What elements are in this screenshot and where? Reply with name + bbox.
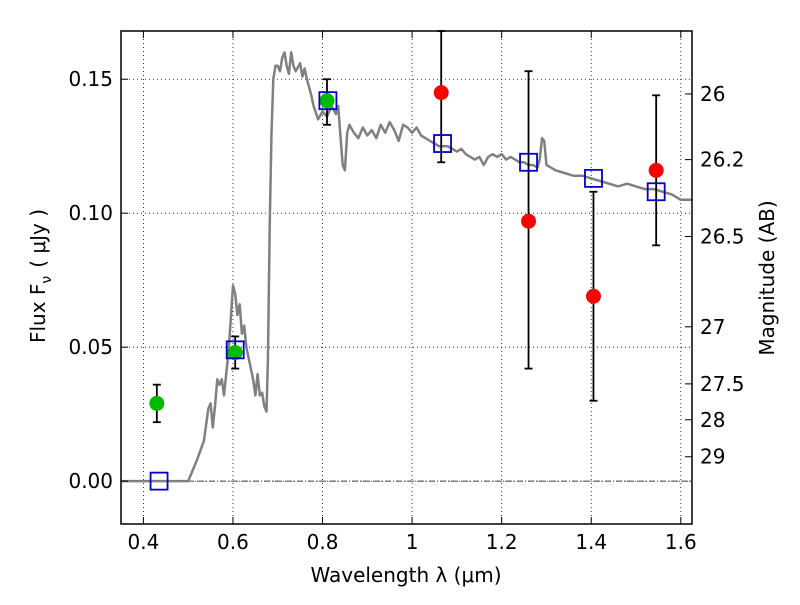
- error-bars: [152, 30, 661, 424]
- x-tick-label: 1.4: [575, 530, 607, 554]
- model-photometry-square: [149, 471, 169, 491]
- red-data-point: [585, 288, 601, 304]
- right-tick-label: 27: [700, 315, 725, 339]
- right-tick-label: 27.5: [700, 372, 745, 396]
- model-photometry-square: [225, 340, 245, 360]
- grid-lines: [121, 31, 692, 524]
- plot-frame: [120, 30, 693, 525]
- right-axis-label: Magnitude (AB): [755, 200, 779, 355]
- green-data-point: [149, 395, 165, 411]
- y-axis-label: Flux Fν ( μJy ): [26, 209, 55, 343]
- model-spectrum: [121, 51, 692, 483]
- data-markers: [149, 85, 666, 491]
- y-axis-label-main: Flux F: [26, 284, 50, 343]
- red-data-point: [433, 85, 449, 101]
- y-tick-label: 0.10: [68, 201, 113, 225]
- right-tick-label: 26.5: [700, 225, 745, 249]
- y-axis-label-unit: ( μJy ): [26, 209, 50, 268]
- y-tick-label: 0.00: [68, 469, 113, 493]
- right-tick-label: 29: [700, 445, 725, 469]
- red-data-point: [648, 162, 664, 178]
- green-data-point: [319, 93, 335, 109]
- x-tick-label: 1: [406, 530, 419, 554]
- x-tick-label: 0.4: [127, 530, 159, 554]
- model-spectrum-line: [121, 51, 692, 483]
- y-axis-label-subscript: ν: [39, 276, 55, 284]
- model-photometry-square: [519, 152, 538, 172]
- x-tick-label: 0.6: [217, 530, 249, 554]
- x-axis-label: Wavelength λ (μm): [310, 563, 501, 587]
- right-tick-label: 26: [700, 82, 725, 106]
- axis-ticks: 0.4 0.6 0.8 1 1.2 1.4 1.6 0.00 0.05 0.10 0.15 26 26.…: [68, 31, 745, 554]
- x-tick-label: 1.6: [665, 530, 697, 554]
- right-tick-label: 28: [700, 408, 725, 432]
- green-data-point: [227, 345, 243, 361]
- x-tick-label: 1.2: [486, 530, 518, 554]
- model-photometry-square: [646, 182, 666, 202]
- model-photometry-square: [433, 134, 452, 153]
- right-tick-label: 26.2: [700, 148, 745, 172]
- y-tick-label: 0.05: [68, 335, 113, 359]
- x-tick-label: 0.8: [307, 530, 339, 554]
- y-tick-label: 0.15: [68, 67, 113, 91]
- model-photometry-square: [584, 168, 603, 188]
- red-data-point: [521, 213, 537, 229]
- model-photometry-square: [318, 91, 338, 111]
